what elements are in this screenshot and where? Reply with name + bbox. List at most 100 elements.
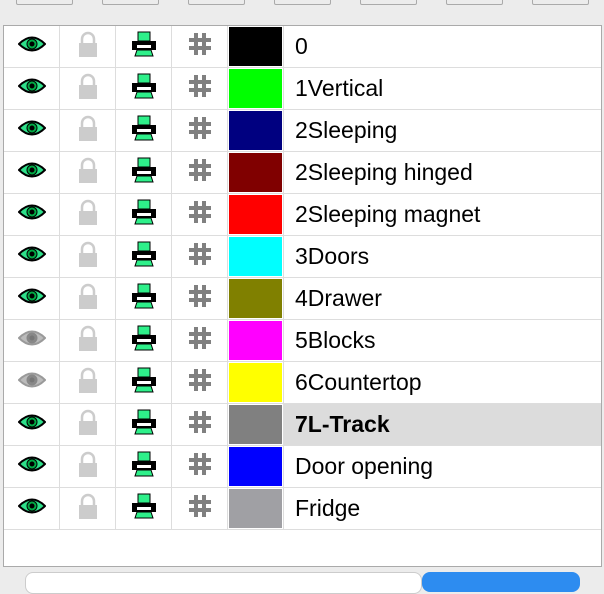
toolbar-button[interactable] xyxy=(446,0,503,5)
layer-row[interactable]: 2Sleeping hinged xyxy=(4,152,601,194)
print-toggle[interactable] xyxy=(116,488,172,529)
visibility-toggle[interactable] xyxy=(4,320,60,361)
visibility-toggle[interactable] xyxy=(4,152,60,193)
bottom-primary-button[interactable] xyxy=(422,572,580,592)
layer-color-swatch[interactable] xyxy=(228,320,284,361)
visibility-toggle[interactable] xyxy=(4,362,60,403)
lock-icon xyxy=(77,409,99,440)
layer-row[interactable]: 3Doors xyxy=(4,236,601,278)
print-toggle[interactable] xyxy=(116,320,172,361)
visibility-toggle[interactable] xyxy=(4,488,60,529)
layer-row[interactable]: 5Blocks xyxy=(4,320,601,362)
lock-toggle[interactable] xyxy=(60,68,116,109)
lock-toggle[interactable] xyxy=(60,404,116,445)
construction-toggle[interactable] xyxy=(172,194,228,235)
print-toggle[interactable] xyxy=(116,236,172,277)
visibility-toggle[interactable] xyxy=(4,446,60,487)
lock-toggle[interactable] xyxy=(60,110,116,151)
layer-name: 3Doors xyxy=(295,243,370,269)
layer-row[interactable]: 1Vertical xyxy=(4,68,601,110)
print-toggle[interactable] xyxy=(116,194,172,235)
layer-row[interactable]: 2Sleeping xyxy=(4,110,601,152)
printer-icon xyxy=(131,493,157,524)
lock-toggle[interactable] xyxy=(60,278,116,319)
lock-toggle[interactable] xyxy=(60,320,116,361)
layer-name: 6Countertop xyxy=(295,369,422,395)
layer-color-swatch[interactable] xyxy=(228,404,284,445)
construction-toggle[interactable] xyxy=(172,26,228,67)
construction-toggle[interactable] xyxy=(172,446,228,487)
lock-icon xyxy=(77,325,99,356)
layer-color-swatch[interactable] xyxy=(228,446,284,487)
layer-color-swatch[interactable] xyxy=(228,194,284,235)
layer-color-swatch[interactable] xyxy=(228,68,284,109)
layer-row[interactable]: Door opening xyxy=(4,446,601,488)
toolbar-button[interactable] xyxy=(188,0,245,5)
layer-color-swatch[interactable] xyxy=(228,362,284,403)
layer-row[interactable]: 6Countertop xyxy=(4,362,601,404)
print-toggle[interactable] xyxy=(116,68,172,109)
bottom-segmented-control[interactable] xyxy=(25,572,422,594)
printer-icon xyxy=(131,73,157,104)
construction-toggle[interactable] xyxy=(172,236,228,277)
visibility-toggle[interactable] xyxy=(4,404,60,445)
eye-hidden-icon xyxy=(17,329,46,352)
lock-toggle[interactable] xyxy=(60,26,116,67)
layer-list[interactable]: 0 1Vertical 2Sleeping 2Sleeping hinged 2… xyxy=(3,25,602,567)
construction-toggle[interactable] xyxy=(172,278,228,319)
layer-color-swatch[interactable] xyxy=(228,488,284,529)
layer-color-swatch[interactable] xyxy=(228,278,284,319)
print-toggle[interactable] xyxy=(116,278,172,319)
layer-color-swatch[interactable] xyxy=(228,152,284,193)
construction-toggle[interactable] xyxy=(172,152,228,193)
layer-name: 7L-Track xyxy=(284,404,601,445)
printer-icon xyxy=(131,31,157,62)
layer-row[interactable]: 7L-Track xyxy=(4,404,601,446)
visibility-toggle[interactable] xyxy=(4,278,60,319)
visibility-toggle[interactable] xyxy=(4,236,60,277)
layer-row[interactable]: 0 xyxy=(4,26,601,68)
layer-row[interactable]: 4Drawer xyxy=(4,278,601,320)
visibility-toggle[interactable] xyxy=(4,194,60,235)
printer-icon xyxy=(131,241,157,272)
lock-toggle[interactable] xyxy=(60,362,116,403)
layer-name: Door opening xyxy=(295,453,434,479)
layer-row[interactable]: Fridge xyxy=(4,488,601,530)
hash-icon xyxy=(188,74,212,103)
toolbar-button[interactable] xyxy=(102,0,159,5)
construction-toggle[interactable] xyxy=(172,110,228,151)
layer-color-swatch[interactable] xyxy=(228,26,284,67)
layer-color-swatch[interactable] xyxy=(228,236,284,277)
visibility-toggle[interactable] xyxy=(4,68,60,109)
lock-toggle[interactable] xyxy=(60,488,116,529)
hash-icon xyxy=(188,116,212,145)
lock-toggle[interactable] xyxy=(60,194,116,235)
toolbar-button[interactable] xyxy=(274,0,331,5)
print-toggle[interactable] xyxy=(116,362,172,403)
print-toggle[interactable] xyxy=(116,446,172,487)
layer-name: 2Sleeping magnet xyxy=(295,201,481,227)
layer-color-swatch[interactable] xyxy=(228,110,284,151)
visibility-toggle[interactable] xyxy=(4,110,60,151)
print-toggle[interactable] xyxy=(116,404,172,445)
construction-toggle[interactable] xyxy=(172,320,228,361)
lock-toggle[interactable] xyxy=(60,152,116,193)
print-toggle[interactable] xyxy=(116,152,172,193)
layer-name: 4Drawer xyxy=(295,285,382,311)
layer-name: 2Sleeping xyxy=(295,117,398,143)
toolbar-button[interactable] xyxy=(16,0,73,5)
print-toggle[interactable] xyxy=(116,110,172,151)
construction-toggle[interactable] xyxy=(172,362,228,403)
construction-toggle[interactable] xyxy=(172,488,228,529)
lock-icon xyxy=(77,367,99,398)
layer-name: 5Blocks xyxy=(295,327,376,353)
construction-toggle[interactable] xyxy=(172,404,228,445)
lock-toggle[interactable] xyxy=(60,236,116,277)
lock-toggle[interactable] xyxy=(60,446,116,487)
toolbar-button[interactable] xyxy=(360,0,417,5)
toolbar-button[interactable] xyxy=(532,0,589,5)
layer-row[interactable]: 2Sleeping magnet xyxy=(4,194,601,236)
construction-toggle[interactable] xyxy=(172,68,228,109)
print-toggle[interactable] xyxy=(116,26,172,67)
visibility-toggle[interactable] xyxy=(4,26,60,67)
